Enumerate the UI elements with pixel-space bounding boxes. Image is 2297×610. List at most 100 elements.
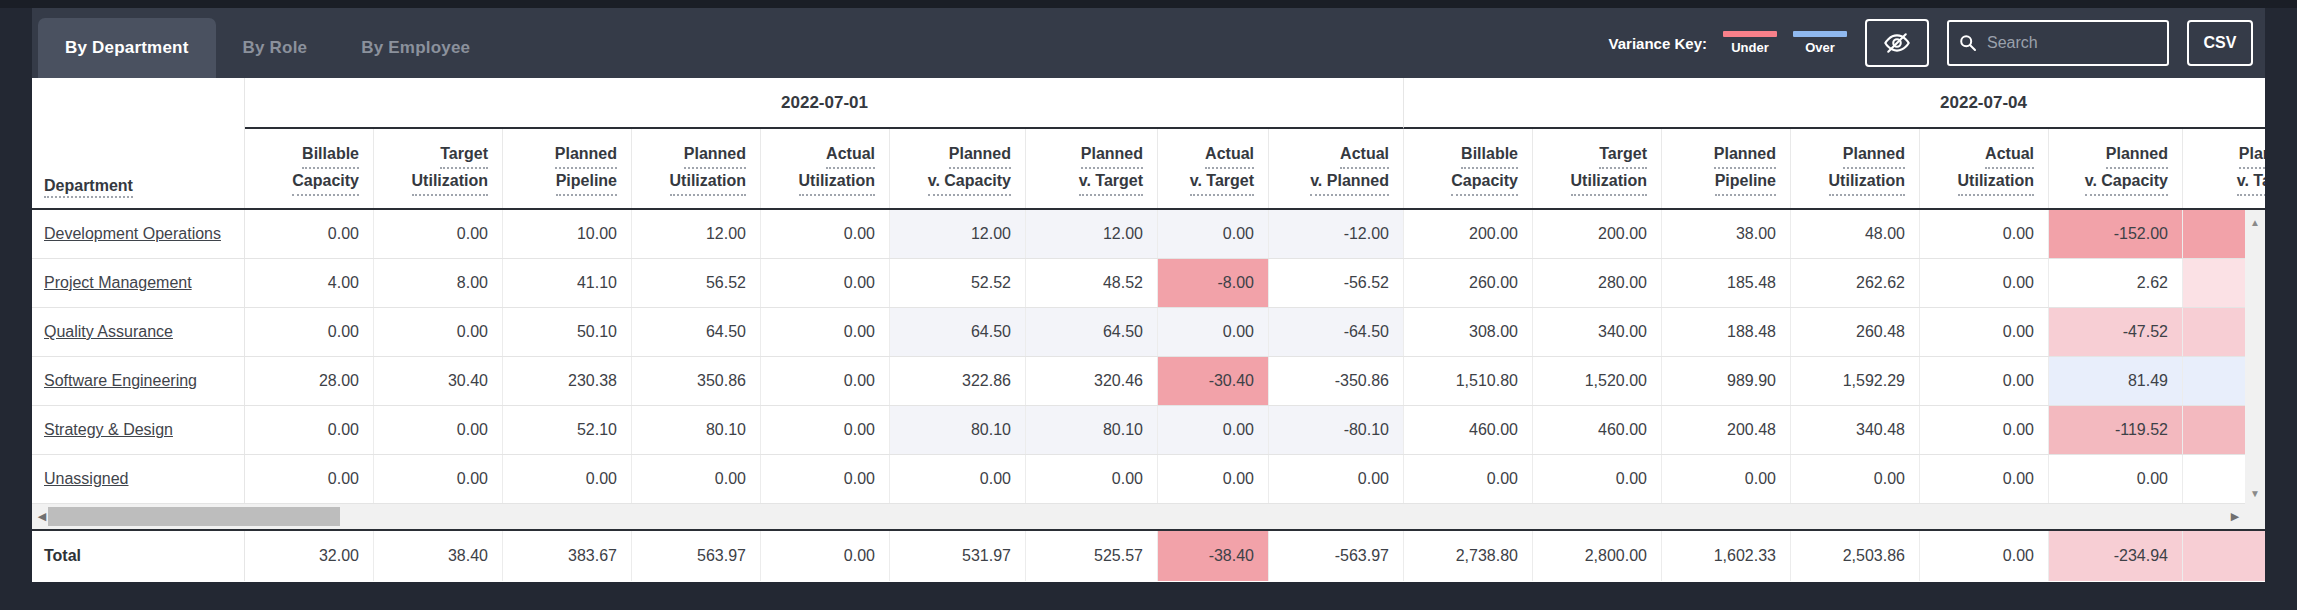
department-link[interactable]: Development Operations [44, 225, 221, 242]
eye-off-icon [1882, 29, 1912, 57]
value-cell: 0.00 [1158, 308, 1269, 356]
date-header-spacer [32, 78, 245, 129]
value-cell: 50.10 [503, 308, 632, 356]
scroll-down-arrow[interactable]: ▼ [2245, 483, 2265, 503]
department-link[interactable]: Strategy & Design [44, 421, 173, 438]
value-cell: 0.00 [761, 308, 890, 356]
column-header[interactable]: PlannedPipeline [503, 129, 632, 208]
department-column-header[interactable]: Department [32, 129, 245, 208]
column-header-line: Billable [1461, 142, 1518, 169]
value-cell: -8.00 [1158, 259, 1269, 307]
value-cell: 0.00 [1404, 455, 1533, 503]
column-header[interactable]: TargetUtilization [1533, 129, 1662, 208]
column-header[interactable]: Plannedv. Target [2183, 129, 2265, 208]
value-cell: 0.00 [1920, 357, 2049, 405]
column-header[interactable]: TargetUtilization [374, 129, 503, 208]
department-link[interactable]: Unassigned [44, 470, 129, 487]
column-header[interactable]: ActualUtilization [761, 129, 890, 208]
value-cell: 52.10 [503, 406, 632, 454]
value-cell: 350.86 [632, 357, 761, 405]
value-cell: 30.40 [374, 357, 503, 405]
total-value-cell: 0.00 [1920, 531, 2049, 581]
column-header[interactable]: PlannedUtilization [632, 129, 761, 208]
column-header-line: Utilization [1958, 169, 2034, 196]
value-cell: 0.00 [245, 210, 374, 258]
variance-key-label: Variance Key: [1609, 35, 1707, 52]
total-value-cell: 0.00 [761, 531, 890, 581]
column-header[interactable]: Plannedv. Capacity [890, 129, 1026, 208]
app-window: By Department By Role By Employee Varian… [0, 0, 2297, 610]
scroll-right-arrow[interactable]: ▶ [2225, 504, 2245, 529]
value-cell: 0.00 [890, 455, 1026, 503]
value-cell: 64.50 [632, 308, 761, 356]
value-cell: 185.48 [1662, 259, 1791, 307]
value-cell: 200.48 [1662, 406, 1791, 454]
value-cell: 0.00 [245, 308, 374, 356]
value-cell: 28.00 [245, 357, 374, 405]
column-header[interactable]: Plannedv. Target [1026, 129, 1158, 208]
value-cell: 0.00 [374, 455, 503, 503]
value-cell: -56.52 [1269, 259, 1404, 307]
search-input[interactable] [1985, 33, 2157, 53]
column-header[interactable]: PlannedUtilization [1791, 129, 1920, 208]
variance-under-swatch: Under [1723, 31, 1777, 55]
column-header-line: v. Capacity [2085, 169, 2168, 196]
total-value-cell: 383.67 [503, 531, 632, 581]
column-header-line: Planned [684, 142, 746, 169]
column-header-line: Target [1599, 142, 1647, 169]
total-value-cell: 531.97 [890, 531, 1026, 581]
value-cell: 0.00 [1533, 455, 1662, 503]
column-header-line: Planned [1843, 142, 1905, 169]
column-header[interactable]: Actualv. Target [1158, 129, 1269, 208]
csv-export-button[interactable]: CSV [2187, 20, 2253, 66]
total-value-cell: 2,800.00 [1533, 531, 1662, 581]
value-cell: 0.00 [1158, 455, 1269, 503]
date-header-row: 2022-07-01 2022-07-04 [32, 78, 2265, 129]
department-link[interactable]: Software Engineering [44, 372, 197, 389]
table-row: Strategy & Design0.000.0052.1080.100.008… [32, 406, 2265, 455]
column-header[interactable]: ActualUtilization [1920, 129, 2049, 208]
column-header[interactable]: BillableCapacity [1404, 129, 1533, 208]
tab-by-department[interactable]: By Department [38, 18, 216, 78]
search-box [1947, 20, 2169, 66]
total-value-cell: -234.94 [2049, 531, 2183, 581]
value-cell: -119.52 [2049, 406, 2183, 454]
column-header-line: Pipeline [1715, 169, 1776, 196]
value-cell: 0.00 [1920, 259, 2049, 307]
column-header[interactable]: PlannedPipeline [1662, 129, 1791, 208]
value-cell: 41.10 [503, 259, 632, 307]
variance-over-swatch: Over [1793, 31, 1847, 55]
date-group-2022-07-04: 2022-07-04 [1404, 78, 2265, 129]
tab-by-role[interactable]: By Role [216, 18, 335, 78]
value-cell: 200.00 [1404, 210, 1533, 258]
column-header[interactable]: Plannedv. Capacity [2049, 129, 2183, 208]
column-header-row: Department BillableCapacityTargetUtiliza… [32, 129, 2265, 210]
table-row: Quality Assurance0.000.0050.1064.500.006… [32, 308, 2265, 357]
value-cell: 0.00 [761, 210, 890, 258]
tab-by-employee[interactable]: By Employee [334, 18, 497, 78]
column-header[interactable]: BillableCapacity [245, 129, 374, 208]
value-cell: 1,520.00 [1533, 357, 1662, 405]
value-cell: 0.00 [1920, 210, 2049, 258]
scroll-up-arrow[interactable]: ▲ [2245, 212, 2265, 232]
department-link[interactable]: Quality Assurance [44, 323, 173, 340]
value-cell: 0.00 [503, 455, 632, 503]
value-cell: 0.00 [374, 308, 503, 356]
value-cell: 460.00 [1533, 406, 1662, 454]
value-cell: 230.38 [503, 357, 632, 405]
toggle-visibility-button[interactable] [1865, 19, 1929, 67]
total-value-cell: 563.97 [632, 531, 761, 581]
date-label: 2022-07-04 [1404, 78, 2265, 127]
column-header-line: Utilization [1571, 169, 1647, 196]
column-header-line: Capacity [292, 169, 359, 196]
value-cell: -12.00 [1269, 210, 1404, 258]
column-header[interactable]: Actualv. Planned [1269, 129, 1404, 208]
department-link[interactable]: Project Management [44, 274, 192, 291]
total-value-cell: 32.00 [245, 531, 374, 581]
value-cell: 12.00 [1026, 210, 1158, 258]
value-cell: 340.48 [1791, 406, 1920, 454]
value-cell: -30.40 [1158, 357, 1269, 405]
value-cell: 340.00 [1533, 308, 1662, 356]
value-cell: 0.00 [761, 357, 890, 405]
horizontal-scroll-thumb[interactable] [48, 507, 340, 526]
